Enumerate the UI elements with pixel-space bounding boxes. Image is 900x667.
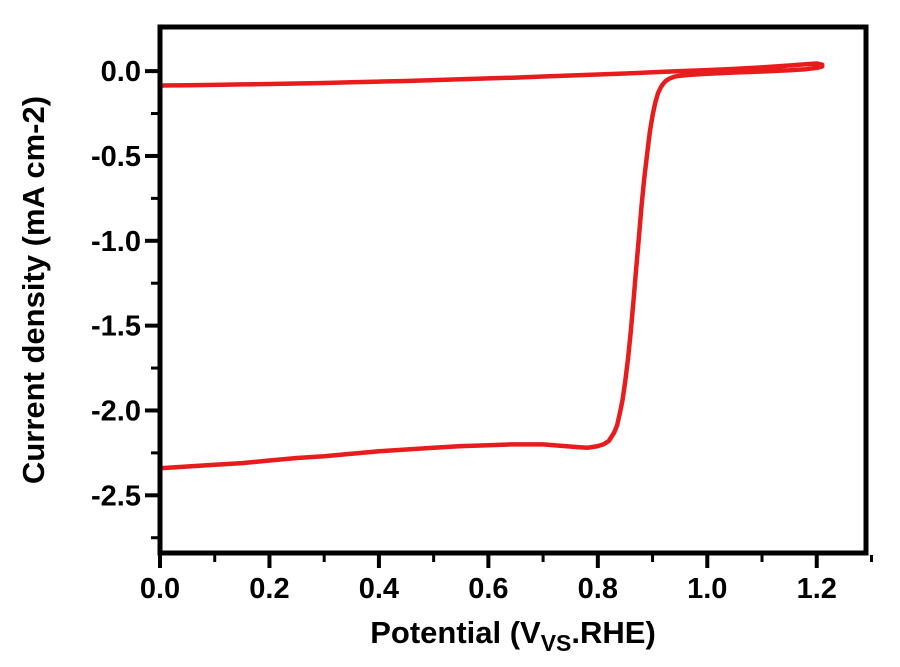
x-axis-title-suffix: .RHE) (571, 615, 655, 650)
y-axis-title: Current density (mA cm-2) (16, 96, 51, 484)
x-tick-label: 0.6 (468, 573, 508, 605)
x-tick-label: 0.0 (140, 573, 180, 605)
plot-border (157, 24, 869, 556)
x-tick-label: 0.2 (249, 573, 289, 605)
x-axis-title: Potential (VVS.RHE) (370, 615, 656, 656)
x-tick-label: 1.0 (687, 573, 727, 605)
y-tick-label: -1.0 (91, 226, 141, 258)
y-tick-label: -2.5 (91, 480, 141, 512)
y-tick-label: -2.0 (91, 395, 141, 427)
x-axis-title-subscript: VS (541, 630, 572, 656)
y-tick-label: -1.5 (91, 311, 141, 343)
data-curve (157, 61, 825, 471)
x-axis-title-prefix: Potential (V (370, 615, 541, 650)
y-tick-label: -0.5 (91, 141, 141, 173)
x-tick-label: 0.8 (578, 573, 618, 605)
y-tick-label: 0.0 (101, 56, 141, 88)
x-tick-label: 1.2 (797, 573, 837, 605)
x-tick-label: 0.4 (359, 573, 399, 605)
